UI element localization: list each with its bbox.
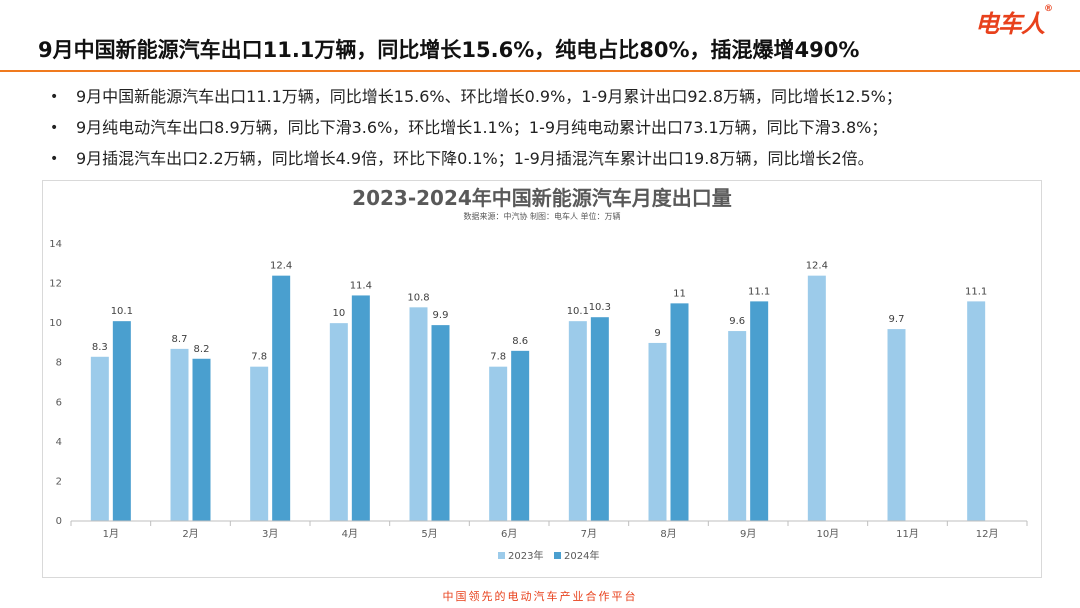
bar-value-label: 8.2	[194, 344, 210, 355]
x-tick-label: 2月	[182, 528, 198, 540]
summary-item: • 9月纯电动汽车出口8.9万辆，同比下滑3.6%，环比增长1.1%；1-9月纯电…	[50, 115, 902, 146]
bar-2024年-5月	[431, 325, 450, 521]
chart-title: 2023-2024年中国新能源汽车月度出口量	[352, 186, 732, 210]
bar-2023年-8月	[648, 342, 667, 521]
y-tick-label: 2	[56, 476, 62, 487]
bar-value-label: 10	[332, 308, 345, 319]
bar-value-label: 9	[654, 328, 660, 339]
bar-value-label: 11.1	[748, 286, 770, 297]
footer-slogan: 中国领先的电动汽车产业合作平台	[442, 590, 638, 603]
y-tick-label: 10	[49, 318, 62, 329]
bar-2023年-5月	[409, 307, 428, 521]
summary-item: • 9月插混汽车出口2.2万辆，同比增长4.9倍，环比下降0.1%；1-9月插混汽…	[50, 146, 902, 177]
bar-value-label: 8.6	[512, 336, 528, 347]
bullet-icon: •	[50, 151, 59, 167]
legend-swatch	[498, 552, 505, 559]
y-tick-label: 0	[56, 516, 62, 527]
bar-2024年-4月	[351, 295, 370, 521]
bar-value-label: 11.1	[965, 286, 987, 297]
x-tick-label: 3月	[262, 528, 278, 540]
bar-value-label: 8.3	[92, 342, 108, 353]
bar-value-label: 7.8	[251, 352, 267, 363]
x-tick-label: 1月	[103, 528, 119, 540]
bar-2023年-11月	[887, 329, 906, 521]
bullet-icon: •	[50, 89, 59, 105]
bar-value-label: 12.4	[270, 261, 292, 272]
summary-text: 9月插混汽车出口2.2万辆，同比增长4.9倍，环比下降0.1%；1-9月插混汽车…	[76, 149, 874, 168]
bar-value-label: 8.7	[172, 334, 188, 345]
bar-2024年-2月	[192, 358, 211, 521]
x-tick-label: 6月	[501, 528, 517, 540]
bar-2023年-12月	[967, 301, 986, 521]
header-divider	[0, 70, 1080, 72]
bar-2024年-9月	[750, 301, 769, 521]
summary-item: • 9月中国新能源汽车出口11.1万辆，同比增长15.6%、环比增长0.9%，1-…	[50, 84, 902, 115]
registered-mark: ®	[1044, 4, 1053, 14]
bar-value-label: 9.7	[889, 314, 905, 325]
bar-2024年-1月	[112, 321, 131, 521]
bar-2024年-3月	[272, 275, 291, 521]
x-tick-label: 12月	[976, 528, 999, 540]
y-axis: 0 2 4 6 8 10 12 14	[49, 239, 62, 527]
summary-list: • 9月中国新能源汽车出口11.1万辆，同比增长15.6%、环比增长0.9%，1-…	[50, 84, 902, 177]
legend-swatch	[554, 552, 561, 559]
bar-series-group: 8.3 10.1 8.7 8.2 7.8 12.4 10 11.4 10.8 9.9 7.8 8.6 1…	[90, 261, 987, 521]
x-axis: 1月 2月 3月 4月 5月 6月 7月 8月 9月 10月 11月 12月	[70, 520, 1028, 540]
y-tick-label: 8	[56, 358, 62, 369]
x-tick-label: 4月	[342, 528, 358, 540]
bar-value-label: 12.4	[806, 261, 828, 272]
legend-label: 2023年	[508, 549, 543, 562]
logo-text: 电车人	[975, 10, 1045, 38]
bar-2023年-7月	[568, 321, 587, 521]
bar-value-label: 11	[673, 288, 686, 299]
bar-2023年-10月	[807, 275, 826, 521]
bullet-icon: •	[50, 120, 59, 136]
bar-value-label: 11.4	[350, 280, 372, 291]
y-tick-label: 4	[56, 437, 62, 448]
x-tick-label: 10月	[816, 528, 839, 540]
x-tick-label: 5月	[421, 528, 437, 540]
page-title: 9月中国新能源汽车出口11.1万辆，同比增长15.6%，纯电占比80%，插混爆增…	[38, 38, 860, 62]
bar-2023年-2月	[170, 348, 189, 521]
chart-panel: 2023-2024年中国新能源汽车月度出口量 数据来源：中汽协 制图：电车人 单…	[42, 180, 1042, 578]
bar-2023年-9月	[728, 331, 747, 521]
bar-2024年-7月	[590, 317, 609, 521]
chart-subtitle: 数据来源：中汽协 制图：电车人 单位：万辆	[463, 211, 620, 221]
bar-2024年-8月	[670, 303, 689, 521]
chart-legend: 2023年 2024年	[498, 549, 599, 562]
bar-value-label: 10.1	[567, 306, 589, 317]
bar-value-label: 10.8	[407, 292, 429, 303]
bar-2024年-6月	[511, 350, 530, 521]
bar-2023年-3月	[250, 366, 269, 521]
bar-2023年-6月	[489, 366, 508, 521]
x-tick-label: 11月	[896, 528, 919, 540]
y-tick-label: 6	[56, 397, 62, 408]
bar-value-label: 10.3	[589, 302, 611, 313]
y-tick-label: 12	[49, 279, 62, 290]
bar-2023年-4月	[329, 323, 348, 521]
bar-value-label: 9.6	[729, 316, 745, 327]
x-tick-label: 7月	[581, 528, 597, 540]
x-tick-label: 8月	[660, 528, 676, 540]
summary-text: 9月中国新能源汽车出口11.1万辆，同比增长15.6%、环比增长0.9%，1-9…	[76, 87, 902, 106]
brand-logo: 电车人®	[975, 4, 1053, 39]
bar-2023年-1月	[90, 356, 109, 521]
bar-chart: 2023-2024年中国新能源汽车月度出口量 数据来源：中汽协 制图：电车人 单…	[49, 186, 1028, 562]
legend-label: 2024年	[564, 549, 599, 562]
bar-value-label: 7.8	[490, 352, 506, 363]
bar-value-label: 10.1	[111, 306, 133, 317]
x-tick-label: 9月	[740, 528, 756, 540]
y-tick-label: 14	[49, 239, 62, 250]
summary-text: 9月纯电动汽车出口8.9万辆，同比下滑3.6%，环比增长1.1%；1-9月纯电动…	[76, 118, 888, 137]
bar-value-label: 9.9	[433, 310, 449, 321]
